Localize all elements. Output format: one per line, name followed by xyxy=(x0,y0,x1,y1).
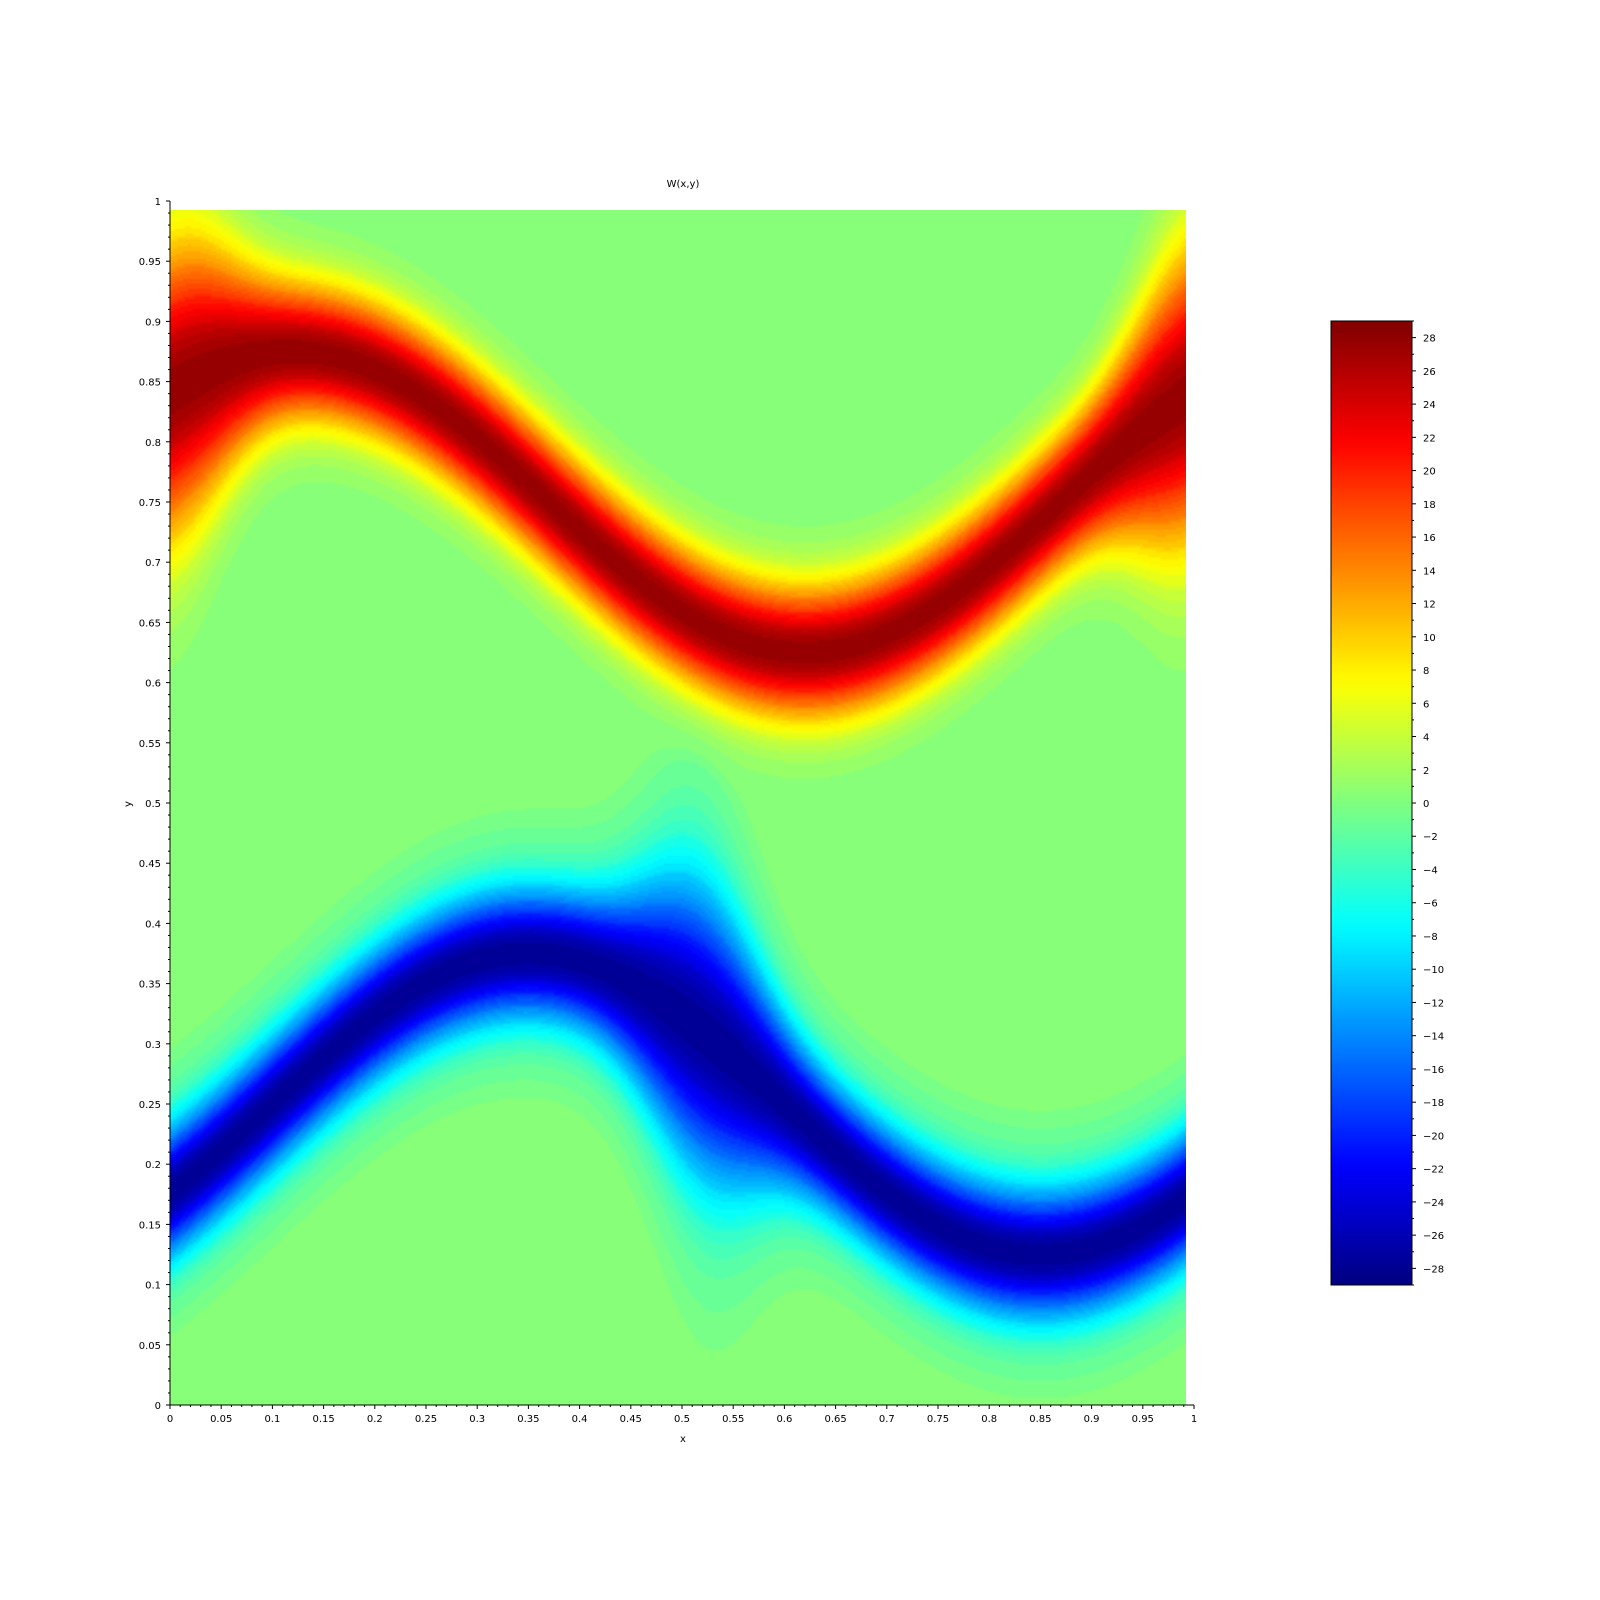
colorbar-tick-label: 20 xyxy=(1423,467,1436,478)
y-tick-label: 0.55 xyxy=(139,739,161,750)
x-tick-label: 0.55 xyxy=(722,1414,744,1425)
x-axis-label: x xyxy=(680,1434,686,1445)
y-tick-label: 0.25 xyxy=(139,1100,161,1111)
y-tick-label: 0.1 xyxy=(145,1281,161,1292)
colorbar-tick-label: −24 xyxy=(1423,1198,1444,1209)
x-tick-label: 0.85 xyxy=(1029,1414,1051,1425)
x-tick-label: 0.4 xyxy=(572,1414,588,1425)
colorbar-tick-label: −28 xyxy=(1423,1264,1444,1275)
x-tick-label: 0.3 xyxy=(469,1414,485,1425)
colorbar-tick-label: 28 xyxy=(1423,334,1436,345)
colorbar-tick-label: −16 xyxy=(1423,1065,1444,1076)
colorbar-tick-label: 14 xyxy=(1423,566,1436,577)
x-tick-label: 0.8 xyxy=(981,1414,997,1425)
y-tick-label: 0.3 xyxy=(145,1040,161,1051)
y-tick-label: 0.2 xyxy=(145,1160,161,1171)
x-tick-label: 0.9 xyxy=(1084,1414,1100,1425)
colorbar-tick-label: 10 xyxy=(1423,633,1436,644)
colorbar-tick-label: −22 xyxy=(1423,1165,1444,1176)
x-tick-label: 0.45 xyxy=(620,1414,642,1425)
x-tick-label: 0 xyxy=(167,1414,173,1425)
y-tick-label: 0.4 xyxy=(145,919,161,930)
colorbar-tick-label: −20 xyxy=(1423,1131,1444,1142)
colorbar-tick-label: 22 xyxy=(1423,433,1436,444)
x-tick-label: 0.5 xyxy=(674,1414,690,1425)
colorbar-tick-label: 26 xyxy=(1423,367,1436,378)
y-tick-label: 1 xyxy=(155,197,161,208)
y-tick-label: 0.95 xyxy=(139,257,161,268)
x-tick-label: 0.95 xyxy=(1132,1414,1154,1425)
colorbar-tick-label: 0 xyxy=(1423,799,1429,810)
colorbar-tick-label: 6 xyxy=(1423,699,1429,710)
colorbar-tick-label: 18 xyxy=(1423,500,1436,511)
x-tick-label: 0.25 xyxy=(415,1414,437,1425)
y-tick-label: 0.65 xyxy=(139,618,161,629)
y-tick-label: 0.7 xyxy=(145,558,161,569)
colorbar-tick-label: 24 xyxy=(1423,400,1436,411)
colorbar-tick-label: 4 xyxy=(1423,733,1429,744)
colorbar-tick-label: −18 xyxy=(1423,1098,1444,1109)
colorbar-tick-label: −6 xyxy=(1423,899,1438,910)
colorbar-tick-label: 12 xyxy=(1423,600,1436,611)
vorticity-field xyxy=(170,210,1186,1405)
x-tick-label: 0.05 xyxy=(210,1414,232,1425)
colorbar-tick-label: −14 xyxy=(1423,1032,1444,1043)
colorbar-gradient xyxy=(1331,321,1412,1285)
y-tick-label: 0.6 xyxy=(145,679,161,690)
y-tick-label: 0.8 xyxy=(145,438,161,449)
x-tick-label: 0.35 xyxy=(517,1414,539,1425)
colorbar-tick-label: 16 xyxy=(1423,533,1436,544)
colorbar-tick-label: −8 xyxy=(1423,932,1438,943)
x-tick-label: 0.2 xyxy=(367,1414,383,1425)
y-tick-label: 0.75 xyxy=(139,498,161,509)
x-tick-label: 0.15 xyxy=(312,1414,334,1425)
colorbar-tick-label: −4 xyxy=(1423,865,1438,876)
y-tick-label: 0.35 xyxy=(139,980,161,991)
colorbar-tick-label: −10 xyxy=(1423,965,1444,976)
x-tick-label: 1 xyxy=(1191,1414,1197,1425)
y-axis-label: y xyxy=(123,801,134,807)
y-tick-label: 0.5 xyxy=(145,799,161,810)
y-tick-label: 0.45 xyxy=(139,859,161,870)
x-tick-label: 0.1 xyxy=(264,1414,280,1425)
colorbar-tick-label: 2 xyxy=(1423,766,1429,777)
colorbar-tick-label: −2 xyxy=(1423,832,1438,843)
x-tick-label: 0.65 xyxy=(824,1414,846,1425)
colorbar-axis: 2826242220181614121086420−2−4−6−8−10−12−… xyxy=(1330,320,1444,1286)
axes: 0 0.05 0.1 0.15 0.2 0.25 0.3 0.35 0.4 0.45 0.5 0.55… xyxy=(139,197,1197,1425)
y-tick-label: 0.05 xyxy=(139,1341,161,1352)
x-tick-label: 0.7 xyxy=(879,1414,895,1425)
y-tick-label: 0 xyxy=(155,1401,161,1412)
colorbar-tick-label: −12 xyxy=(1423,998,1444,1009)
colorbar-tick-label: −26 xyxy=(1423,1231,1444,1242)
y-tick-label: 0.85 xyxy=(139,378,161,389)
y-tick-label: 0.15 xyxy=(139,1220,161,1231)
y-tick-label: 0.9 xyxy=(145,317,161,328)
x-tick-label: 0.75 xyxy=(927,1414,949,1425)
chart-title: W(x,y) xyxy=(667,179,700,190)
colorbar-tick-label: 8 xyxy=(1423,666,1429,677)
x-tick-label: 0.6 xyxy=(776,1414,792,1425)
